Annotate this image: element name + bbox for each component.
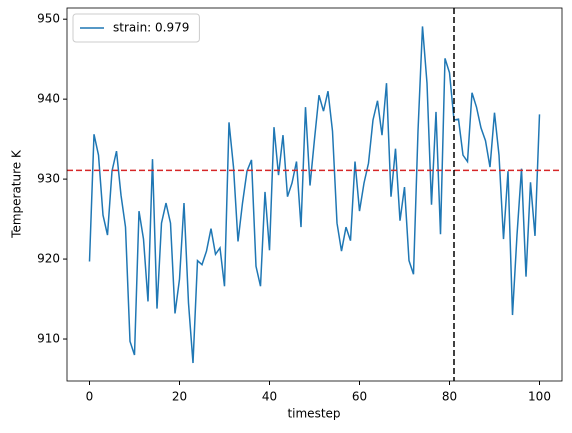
x-tick-label: 100 — [528, 390, 551, 404]
y-tick-label: 940 — [37, 92, 60, 106]
y-axis-label: Temperature K — [10, 149, 24, 239]
x-tick-label: 60 — [352, 390, 367, 404]
x-tick-label: 20 — [172, 390, 187, 404]
y-tick-label: 950 — [37, 12, 60, 26]
line-series — [88, 26, 541, 364]
axes-frame — [66, 7, 563, 382]
x-tick-label: 0 — [86, 390, 94, 404]
x-tick-label: 40 — [262, 390, 277, 404]
y-tick-label: 930 — [37, 172, 60, 186]
legend — [72, 13, 200, 43]
y-tick-label: 920 — [37, 252, 60, 266]
x-axis-label: timestep — [287, 407, 340, 421]
x-tick-label: 80 — [442, 390, 457, 404]
legend-label: strain: 0.979 — [113, 21, 189, 35]
y-tick-label: 910 — [37, 332, 60, 346]
